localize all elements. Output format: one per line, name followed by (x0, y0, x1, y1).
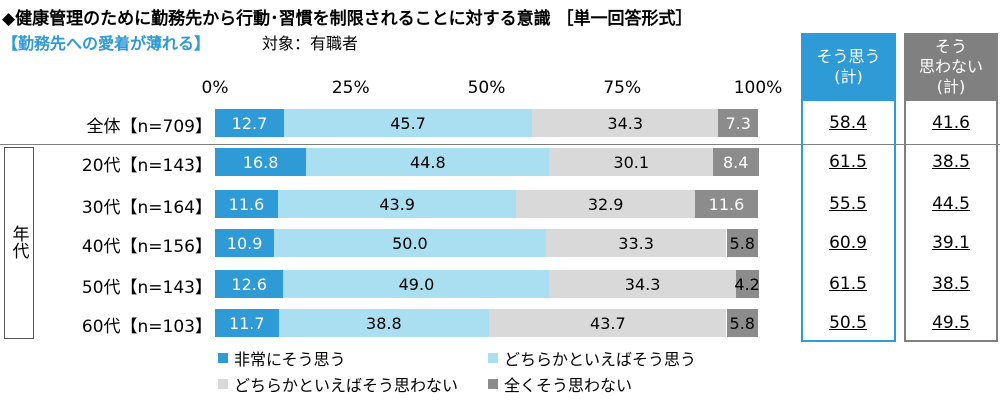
data-label: 38.8 (366, 313, 402, 333)
bar-segment: 11.6 (695, 190, 758, 218)
bar-segment: 38.8 (278, 309, 490, 337)
legend-item: 非常にそう思う (218, 346, 346, 370)
bar-segment: 16.8 (215, 148, 307, 176)
data-label: 11.6 (228, 194, 265, 214)
bar-segment: 11.7 (215, 309, 279, 337)
disagree-total-value: 39.1 (932, 233, 970, 253)
data-label: 34.3 (607, 113, 644, 133)
bar-segment: 10.9 (215, 229, 275, 257)
category-label: 20代【n=143】 (81, 156, 212, 176)
legend-swatch (218, 353, 228, 363)
data-label: 11.7 (228, 313, 265, 333)
x-tick-label: 25% (331, 78, 370, 98)
data-label: 12.6 (231, 274, 268, 294)
data-label: 49.0 (398, 274, 435, 294)
x-tick-label: 75% (603, 78, 642, 98)
agree-total-header: そう思う (計) (801, 33, 896, 101)
bar-segment: 34.3 (532, 109, 719, 137)
category-label: 40代【n=156】 (81, 237, 212, 257)
legend-label: 全くそう思わない (504, 376, 633, 395)
legend-swatch (488, 353, 498, 363)
data-label: 45.7 (390, 113, 426, 133)
bar-segment: 7.3 (718, 109, 758, 137)
data-label: 44.8 (410, 152, 446, 172)
disagree-total-value: 49.5 (932, 313, 970, 333)
data-label: 43.9 (379, 194, 415, 214)
group-separator (0, 144, 1000, 145)
bar-segment: 34.3 (549, 270, 736, 298)
data-label: 8.4 (723, 152, 749, 172)
bar-segment: 50.0 (274, 229, 546, 257)
legend-item: どちらかといえばそう思わない (218, 372, 458, 396)
bar-segment: 44.8 (306, 148, 550, 176)
x-tick-label: 100% (733, 78, 783, 98)
agree-header-line: (計) (834, 67, 863, 86)
disagree-total-value: 44.5 (932, 194, 970, 214)
legend-swatch (488, 379, 498, 389)
agree-total-value: 61.5 (829, 274, 867, 294)
data-label: 5.8 (729, 313, 755, 333)
bar-segment: 30.1 (549, 148, 713, 176)
bar-segment: 5.8 (726, 309, 758, 337)
data-label: 33.3 (618, 233, 654, 253)
data-label: 4.2 (734, 274, 760, 294)
data-label: 34.3 (624, 274, 661, 294)
group-label-age: 年代 (8, 225, 29, 259)
bar-segment: 43.9 (277, 190, 517, 218)
agree-total-value: 58.4 (829, 113, 867, 133)
chart-title: ◆健康管理のために勤務先から行動･習慣を制限されることに対する意識 ［単一回答形… (2, 9, 693, 29)
bar-segment: 4.2 (734, 270, 760, 298)
group-box (4, 147, 34, 339)
bar-segment: 5.8 (726, 229, 758, 257)
agree-total-value: 50.5 (829, 313, 867, 333)
bar-segment: 45.7 (283, 109, 533, 137)
disagree-header-line: (計) (936, 77, 966, 96)
data-label: 43.7 (590, 313, 626, 333)
legend-item: 全くそう思わない (488, 372, 632, 396)
legend-label: 非常にそう思う (234, 350, 346, 369)
legend-item: どちらかといえばそう思う (488, 346, 696, 370)
disagree-header-line: 思わない (918, 57, 983, 76)
bar-segment: 32.9 (516, 190, 695, 218)
bar-segment: 12.6 (215, 270, 284, 298)
bar-segment: 49.0 (283, 270, 550, 298)
legend-label: どちらかといえばそう思わない (234, 376, 459, 395)
x-tick-label: 0% (201, 78, 229, 98)
disagree-header-line: そう (934, 37, 967, 56)
data-label: 32.9 (587, 194, 624, 214)
bar-segment: 8.4 (712, 148, 759, 176)
category-label: 50代【n=143】 (81, 278, 212, 298)
agree-header-line: そう思う (816, 47, 881, 66)
agree-total-value: 60.9 (829, 233, 867, 253)
legend-label: どちらかといえばそう思う (504, 350, 697, 369)
target-note: 対象：有職者 (262, 34, 359, 53)
disagree-total-value: 38.5 (932, 152, 970, 172)
legend-swatch (218, 379, 228, 389)
disagree-total-value: 38.5 (932, 274, 970, 294)
disagree-total-header: そう 思わない (計) (904, 33, 998, 101)
disagree-total-value: 41.6 (932, 113, 970, 133)
data-label: 30.1 (613, 152, 650, 172)
bar-segment: 11.6 (215, 190, 278, 218)
data-label: 7.3 (725, 113, 751, 133)
bar-segment: 33.3 (545, 229, 727, 257)
category-label: 60代【n=103】 (81, 317, 212, 337)
category-label: 30代【n=164】 (81, 198, 212, 218)
data-label: 16.8 (242, 152, 279, 172)
data-label: 50.0 (392, 233, 428, 253)
data-label: 5.8 (729, 233, 755, 253)
agree-total-value: 61.5 (829, 152, 867, 172)
agree-total-value: 55.5 (829, 194, 867, 214)
data-label: 10.9 (226, 233, 263, 253)
bar-segment: 12.7 (215, 109, 284, 137)
category-label: 全体【n=709】 (86, 117, 212, 137)
chart-subtitle: 【勤務先への愛着が薄れる】 (2, 34, 211, 53)
bar-segment: 43.7 (489, 309, 727, 337)
data-label: 12.7 (231, 113, 268, 133)
data-label: 11.6 (708, 194, 745, 214)
x-tick-label: 50% (467, 78, 506, 98)
